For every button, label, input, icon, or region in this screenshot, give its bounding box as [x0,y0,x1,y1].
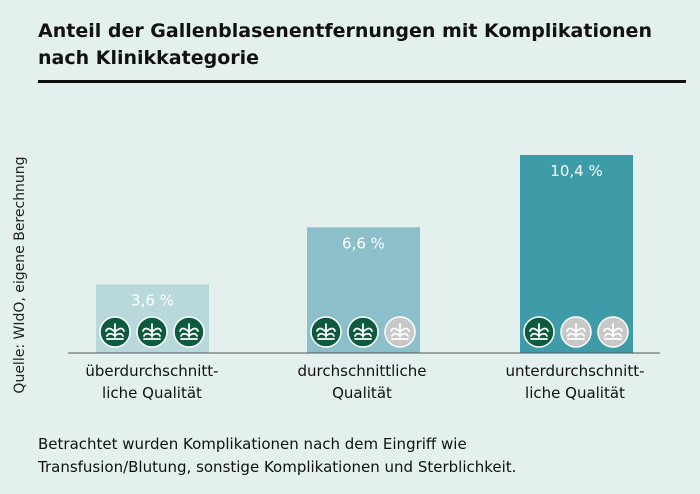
category-label-1-line-1: überdurchschnitt- [85,362,219,380]
category-label-1: überdurchschnitt- liche Qualität [52,360,252,404]
title-divider [38,80,686,83]
category-label-2-line-2: Qualität [332,384,392,402]
rating-tree-icon-2-3 [384,316,416,348]
category-label-2-line-1: durchschnittliche [297,362,427,380]
category-label-1-line-2: liche Qualität [102,384,202,402]
rating-tree-icon-3-1 [523,316,555,348]
footnote: Betrachtet wurden Komplikationen nach de… [38,433,678,479]
footnote-line-2: Transfusion/Blutung, sonstige Komplikati… [38,458,517,476]
rating-tree-icon-3-2 [560,316,592,348]
category-label-3-line-2: liche Qualität [525,384,625,402]
chart-title: Anteil der Gallenblasenentfernungen mit … [38,18,678,72]
footnote-line-1: Betrachtet wurden Komplikationen nach de… [38,435,467,453]
category-label-2: durchschnittliche Qualität [262,360,462,404]
category-label-3: unterdurchschnitt- liche Qualität [475,360,675,404]
rating-tree-icon-1-1 [99,316,131,348]
category-label-3-line-1: unterdurchschnitt- [505,362,645,380]
bar-value-label-3: 10,4 % [550,162,602,180]
rating-tree-icon-2-2 [347,316,379,348]
bar-value-label-1: 3,6 % [131,291,174,309]
rating-tree-icon-3-3 [597,316,629,348]
bar-value-label-2: 6,6 % [342,234,385,252]
chart-title-line-2: nach Klinikkategorie [38,47,260,69]
rating-tree-icon-2-1 [310,316,342,348]
rating-tree-icon-1-3 [173,316,205,348]
chart-title-line-1: Anteil der Gallenblasenentfernungen mit … [38,20,652,42]
rating-tree-icon-1-2 [136,316,168,348]
